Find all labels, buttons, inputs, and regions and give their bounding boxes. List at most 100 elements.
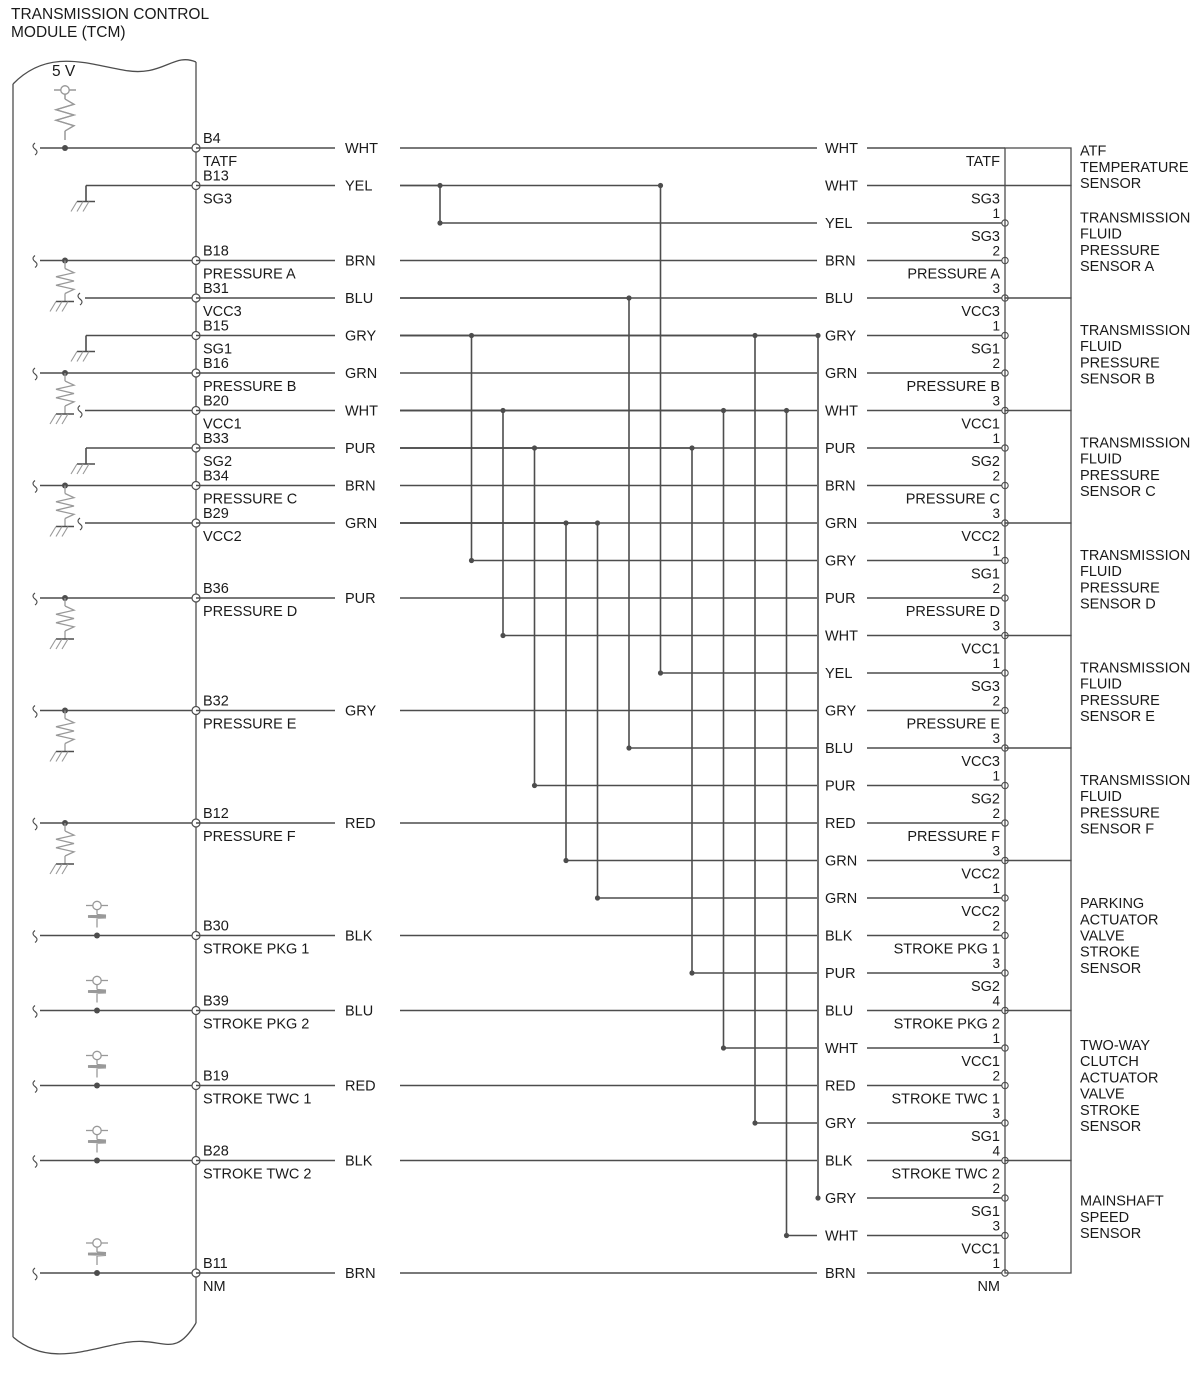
svg-text:BLU: BLU: [825, 741, 853, 757]
svg-text:PRESSURE: PRESSURE: [1080, 468, 1160, 484]
svg-text:PRESSURE D: PRESSURE D: [906, 604, 1000, 620]
svg-text:2: 2: [992, 806, 1000, 821]
svg-text:FLUID: FLUID: [1080, 227, 1122, 243]
svg-text:TRANSMISSION: TRANSMISSION: [1080, 660, 1190, 676]
svg-text:WHT: WHT: [825, 1229, 858, 1245]
svg-text:SENSOR F: SENSOR F: [1080, 822, 1154, 838]
svg-text:B19: B19: [203, 1069, 229, 1085]
svg-text:ACTUATOR: ACTUATOR: [1080, 912, 1158, 928]
svg-text:2: 2: [992, 244, 1000, 259]
svg-text:B20: B20: [203, 394, 229, 410]
svg-text:ATF: ATF: [1080, 144, 1106, 160]
svg-text:BLK: BLK: [345, 929, 373, 945]
svg-text:NM: NM: [203, 1279, 226, 1295]
svg-text:YEL: YEL: [825, 216, 852, 232]
svg-text:PRESSURE B: PRESSURE B: [907, 379, 1000, 395]
svg-text:B16: B16: [203, 356, 229, 372]
svg-text:STROKE TWC 1: STROKE TWC 1: [203, 1092, 312, 1108]
svg-text:PRESSURE E: PRESSURE E: [203, 717, 297, 733]
svg-text:PRESSURE: PRESSURE: [1080, 580, 1160, 596]
svg-text:PARKING: PARKING: [1080, 896, 1144, 912]
svg-text:TEMPERATURE: TEMPERATURE: [1080, 160, 1189, 176]
svg-text:CLUTCH: CLUTCH: [1080, 1054, 1139, 1070]
svg-text:FLUID: FLUID: [1080, 452, 1122, 468]
svg-text:BLU: BLU: [345, 1004, 373, 1020]
svg-text:2: 2: [992, 581, 1000, 596]
svg-text:SENSOR E: SENSOR E: [1080, 709, 1155, 725]
svg-text:B12: B12: [203, 806, 229, 822]
svg-text:GRY: GRY: [345, 329, 376, 345]
svg-text:VALVE: VALVE: [1080, 929, 1125, 945]
svg-text:GRN: GRN: [825, 854, 857, 870]
svg-text:WHT: WHT: [345, 141, 378, 157]
svg-text:RED: RED: [825, 1079, 856, 1095]
svg-text:STROKE PKG 2: STROKE PKG 2: [894, 1017, 1000, 1033]
svg-text:PRESSURE: PRESSURE: [1080, 693, 1160, 709]
svg-text:B32: B32: [203, 694, 229, 710]
svg-text:PRESSURE F: PRESSURE F: [203, 829, 296, 845]
svg-text:GRY: GRY: [825, 329, 856, 345]
svg-text:RED: RED: [825, 816, 856, 832]
svg-text:BRN: BRN: [825, 254, 856, 270]
svg-text:TWO-WAY: TWO-WAY: [1080, 1038, 1150, 1054]
svg-text:3: 3: [992, 731, 1000, 746]
svg-text:PUR: PUR: [825, 966, 856, 982]
svg-text:STROKE: STROKE: [1080, 1103, 1140, 1119]
svg-text:PRESSURE: PRESSURE: [1080, 805, 1160, 821]
svg-text:WHT: WHT: [825, 179, 858, 195]
svg-text:B30: B30: [203, 919, 229, 935]
svg-text:1: 1: [992, 1256, 1000, 1271]
svg-text:GRN: GRN: [825, 891, 857, 907]
svg-text:STROKE TWC 1: STROKE TWC 1: [892, 1092, 1001, 1108]
svg-text:STROKE PKG 2: STROKE PKG 2: [203, 1017, 309, 1033]
svg-text:4: 4: [992, 1144, 1000, 1159]
svg-text:RED: RED: [345, 816, 376, 832]
svg-text:GRN: GRN: [825, 516, 857, 532]
svg-text:SENSOR D: SENSOR D: [1080, 597, 1156, 613]
svg-text:1: 1: [992, 881, 1000, 896]
svg-text:PRESSURE C: PRESSURE C: [906, 492, 1000, 508]
svg-text:BLK: BLK: [825, 929, 853, 945]
svg-text:2: 2: [992, 356, 1000, 371]
svg-text:TRANSMISSION: TRANSMISSION: [1080, 323, 1190, 339]
svg-text:SENSOR: SENSOR: [1080, 1226, 1141, 1242]
svg-text:FLUID: FLUID: [1080, 789, 1122, 805]
svg-text:GRN: GRN: [825, 366, 857, 382]
svg-text:STROKE TWC 2: STROKE TWC 2: [892, 1167, 1001, 1183]
svg-text:GRY: GRY: [825, 554, 856, 570]
svg-text:3: 3: [992, 956, 1000, 971]
svg-text:PUR: PUR: [825, 779, 856, 795]
svg-text:SENSOR A: SENSOR A: [1080, 259, 1154, 275]
svg-text:STROKE TWC 2: STROKE TWC 2: [203, 1167, 312, 1183]
svg-text:SENSOR C: SENSOR C: [1080, 484, 1156, 500]
svg-text:BLK: BLK: [825, 1154, 853, 1170]
svg-text:3: 3: [992, 1219, 1000, 1234]
svg-text:FLUID: FLUID: [1080, 339, 1122, 355]
svg-text:TRANSMISSION: TRANSMISSION: [1080, 548, 1190, 564]
svg-text:ACTUATOR: ACTUATOR: [1080, 1070, 1158, 1086]
svg-text:PUR: PUR: [345, 591, 376, 607]
svg-text:BLU: BLU: [345, 291, 373, 307]
svg-text:1: 1: [992, 544, 1000, 559]
svg-text:BRN: BRN: [345, 479, 376, 495]
svg-text:GRY: GRY: [825, 704, 856, 720]
svg-text:SENSOR B: SENSOR B: [1080, 372, 1155, 388]
svg-text:TRANSMISSION: TRANSMISSION: [1080, 210, 1190, 226]
svg-text:2: 2: [992, 1181, 1000, 1196]
svg-text:B33: B33: [203, 431, 229, 447]
svg-text:B34: B34: [203, 469, 229, 485]
svg-text:WHT: WHT: [825, 404, 858, 420]
svg-text:2: 2: [992, 694, 1000, 709]
svg-text:2: 2: [992, 469, 1000, 484]
svg-text:WHT: WHT: [825, 141, 858, 157]
svg-text:3: 3: [992, 281, 1000, 296]
svg-text:STROKE PKG 1: STROKE PKG 1: [203, 942, 309, 958]
svg-text:NM: NM: [977, 1279, 1000, 1295]
svg-text:B39: B39: [203, 994, 229, 1010]
svg-text:SPEED: SPEED: [1080, 1210, 1129, 1226]
svg-text:BLK: BLK: [345, 1154, 373, 1170]
svg-text:VALVE: VALVE: [1080, 1087, 1125, 1103]
svg-text:3: 3: [992, 844, 1000, 859]
svg-text:3: 3: [992, 1106, 1000, 1121]
svg-text:PUR: PUR: [345, 441, 376, 457]
